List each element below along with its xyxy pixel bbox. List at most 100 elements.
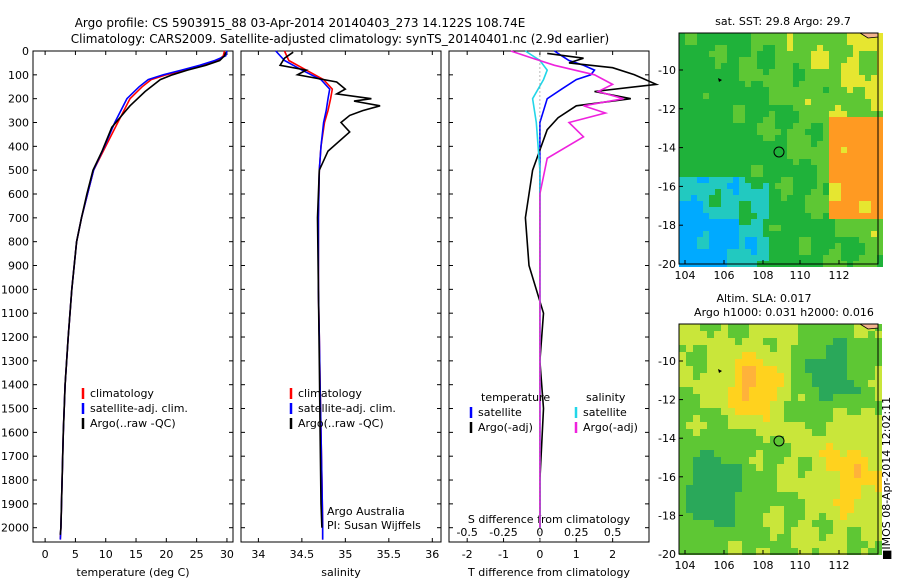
map-cell	[742, 359, 749, 366]
map-cell	[791, 450, 798, 457]
map-cell	[714, 429, 721, 436]
map-cell	[715, 255, 721, 261]
map-cell	[811, 201, 817, 207]
map-cell	[715, 159, 721, 165]
map-cell	[709, 153, 715, 159]
map-cell	[854, 541, 861, 548]
map-cell	[693, 520, 700, 527]
map-cell	[715, 45, 721, 51]
map-cell	[833, 457, 840, 464]
map-cell	[763, 408, 770, 415]
map-cell	[707, 478, 714, 485]
map-cell	[770, 366, 777, 373]
map-cell	[763, 147, 769, 153]
map-cell	[805, 359, 812, 366]
map-cell	[817, 51, 823, 57]
map-cell	[871, 75, 877, 81]
map-cell	[745, 141, 751, 147]
map-cell	[877, 63, 883, 69]
map-cell	[829, 135, 835, 141]
map-cell	[679, 506, 686, 513]
map-cell	[735, 366, 742, 373]
map-cell	[697, 255, 703, 261]
map-cell	[721, 39, 727, 45]
map-cell	[826, 534, 833, 541]
map-cell	[707, 422, 714, 429]
map-cell	[763, 541, 770, 548]
map-cell	[819, 422, 826, 429]
map-cell	[823, 243, 829, 249]
map-cell	[811, 69, 817, 75]
map-cell	[721, 153, 727, 159]
map-cell	[763, 105, 769, 111]
map-cell	[799, 159, 805, 165]
map-cell	[841, 171, 847, 177]
map-cell	[865, 51, 871, 57]
map-cell	[819, 373, 826, 380]
map-cell	[769, 141, 775, 147]
map-cell	[840, 506, 847, 513]
map-cell	[679, 513, 686, 520]
map-cell	[715, 111, 721, 117]
map-cell	[798, 485, 805, 492]
map-cell	[793, 57, 799, 63]
map-cell	[859, 51, 865, 57]
map-cell	[811, 33, 817, 39]
map-cell	[840, 450, 847, 457]
map-cell	[877, 93, 883, 99]
map-cell	[823, 33, 829, 39]
map-cell	[829, 129, 835, 135]
map-cell	[763, 171, 769, 177]
map-cell	[739, 225, 745, 231]
map-cell	[781, 105, 787, 111]
map-cell	[700, 520, 707, 527]
map-cell	[721, 324, 728, 331]
map-cell	[685, 57, 691, 63]
map-cell	[691, 81, 697, 87]
map-cell	[735, 492, 742, 499]
map-cell	[697, 213, 703, 219]
map-cell	[841, 255, 847, 261]
map-cell	[823, 201, 829, 207]
map-cell	[793, 93, 799, 99]
map-cell	[733, 141, 739, 147]
map-cell	[859, 195, 865, 201]
map-cell	[775, 201, 781, 207]
map-cell	[739, 165, 745, 171]
map-cell	[763, 338, 770, 345]
map-cell	[727, 219, 733, 225]
map-cell	[805, 225, 811, 231]
map-cell	[847, 87, 853, 93]
map-cell	[840, 366, 847, 373]
map-cell	[745, 87, 751, 93]
map-cell	[847, 408, 854, 415]
map-cell	[728, 541, 735, 548]
map-cell	[769, 75, 775, 81]
map-cell	[853, 219, 859, 225]
map-cell	[751, 153, 757, 159]
map-cell	[841, 51, 847, 57]
map-cell	[769, 87, 775, 93]
salinity-legend-label: climatology	[298, 387, 362, 400]
map-cell	[777, 387, 784, 394]
map-cell	[861, 450, 868, 457]
map-cell	[769, 195, 775, 201]
map-cell	[817, 231, 823, 237]
map-cell	[700, 366, 707, 373]
map-cell	[841, 225, 847, 231]
map-cell	[735, 345, 742, 352]
map-cell	[826, 541, 833, 548]
map-cell	[742, 527, 749, 534]
map-cell	[739, 249, 745, 255]
map-cell	[835, 195, 841, 201]
map-cell	[781, 69, 787, 75]
map-cell	[763, 141, 769, 147]
map-cell	[777, 450, 784, 457]
map-cell	[840, 548, 847, 555]
map-cell	[756, 422, 763, 429]
map-cell	[691, 255, 697, 261]
map-cell	[763, 39, 769, 45]
map-cell	[685, 195, 691, 201]
map-cell	[709, 111, 715, 117]
